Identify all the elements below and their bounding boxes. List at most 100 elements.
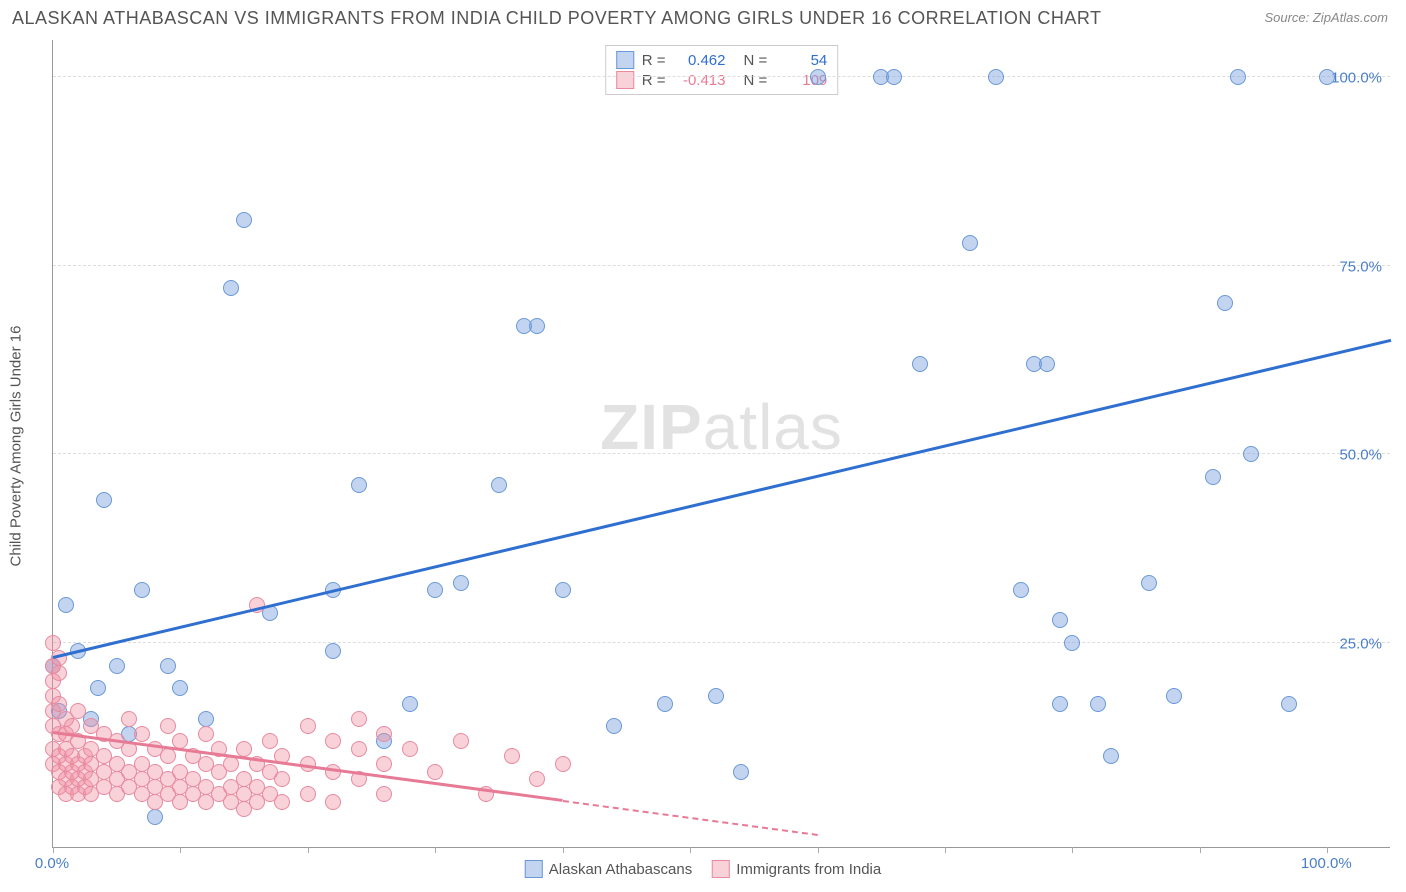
data-point bbox=[64, 718, 80, 734]
x-tick bbox=[818, 847, 819, 853]
x-tick bbox=[1072, 847, 1073, 853]
data-point bbox=[147, 809, 163, 825]
y-tick-label: 50.0% bbox=[1339, 447, 1382, 464]
legend-label: Immigrants from India bbox=[736, 861, 881, 878]
x-tick bbox=[53, 847, 54, 853]
data-point bbox=[51, 665, 67, 681]
trend-line-dashed bbox=[563, 800, 818, 836]
data-point bbox=[223, 756, 239, 772]
data-point bbox=[988, 69, 1004, 85]
data-point bbox=[325, 733, 341, 749]
stat-r-value: -0.413 bbox=[674, 72, 726, 89]
data-point bbox=[453, 575, 469, 591]
y-tick-label: 100.0% bbox=[1331, 69, 1382, 86]
data-point bbox=[274, 771, 290, 787]
data-point bbox=[134, 726, 150, 742]
data-point bbox=[1230, 69, 1246, 85]
data-point bbox=[351, 711, 367, 727]
data-point bbox=[733, 764, 749, 780]
data-point bbox=[810, 69, 826, 85]
data-point bbox=[51, 696, 67, 712]
stat-r-label: R = bbox=[642, 72, 666, 89]
data-point bbox=[198, 726, 214, 742]
legend-swatch bbox=[525, 860, 543, 878]
data-point bbox=[300, 786, 316, 802]
data-point bbox=[236, 741, 252, 757]
stat-r-value: 0.462 bbox=[674, 52, 726, 69]
data-point bbox=[1141, 575, 1157, 591]
data-point bbox=[1039, 356, 1055, 372]
data-point bbox=[427, 764, 443, 780]
gridline bbox=[53, 642, 1390, 643]
chart-title: ALASKAN ATHABASCAN VS IMMIGRANTS FROM IN… bbox=[12, 8, 1102, 29]
trend-line bbox=[53, 339, 1392, 659]
data-point bbox=[198, 711, 214, 727]
x-tick-label: 0.0% bbox=[35, 855, 69, 872]
data-point bbox=[58, 597, 74, 613]
x-tick-label: 100.0% bbox=[1301, 855, 1352, 872]
data-point bbox=[96, 492, 112, 508]
stat-r-label: R = bbox=[642, 52, 666, 69]
data-point bbox=[453, 733, 469, 749]
data-point bbox=[351, 741, 367, 757]
legend-item: Immigrants from India bbox=[712, 860, 881, 878]
data-point bbox=[45, 635, 61, 651]
gridline bbox=[53, 76, 1390, 77]
data-point bbox=[1090, 696, 1106, 712]
x-tick bbox=[690, 847, 691, 853]
plot-area: ZIPatlas R =0.462N =54R =-0.413N =109 25… bbox=[52, 40, 1390, 848]
data-point bbox=[1205, 469, 1221, 485]
stat-n-label: N = bbox=[744, 52, 768, 69]
x-tick bbox=[308, 847, 309, 853]
data-point bbox=[962, 235, 978, 251]
data-point bbox=[236, 212, 252, 228]
legend-swatch bbox=[616, 51, 634, 69]
x-tick bbox=[1327, 847, 1328, 853]
data-point bbox=[1281, 696, 1297, 712]
data-point bbox=[223, 280, 239, 296]
data-point bbox=[376, 756, 392, 772]
data-point bbox=[1319, 69, 1335, 85]
data-point bbox=[325, 794, 341, 810]
data-point bbox=[376, 786, 392, 802]
data-point bbox=[708, 688, 724, 704]
gridline bbox=[53, 453, 1390, 454]
data-point bbox=[657, 696, 673, 712]
legend-swatch bbox=[712, 860, 730, 878]
data-point bbox=[160, 658, 176, 674]
data-point bbox=[262, 733, 278, 749]
data-point bbox=[274, 794, 290, 810]
data-point bbox=[376, 726, 392, 742]
legend-stat-row: R = 0.462 N = 54 bbox=[616, 50, 828, 70]
stat-n-label: N = bbox=[744, 72, 768, 89]
legend-label: Alaskan Athabascans bbox=[549, 861, 692, 878]
x-tick bbox=[945, 847, 946, 853]
data-point bbox=[160, 748, 176, 764]
data-point bbox=[172, 680, 188, 696]
data-point bbox=[160, 718, 176, 734]
data-point bbox=[70, 703, 86, 719]
data-point bbox=[529, 771, 545, 787]
data-point bbox=[1052, 612, 1068, 628]
legend-item: Alaskan Athabascans bbox=[525, 860, 692, 878]
x-tick bbox=[435, 847, 436, 853]
data-point bbox=[121, 711, 137, 727]
data-point bbox=[109, 658, 125, 674]
data-point bbox=[912, 356, 928, 372]
data-point bbox=[886, 69, 902, 85]
x-tick bbox=[563, 847, 564, 853]
data-point bbox=[1243, 446, 1259, 462]
data-point bbox=[402, 696, 418, 712]
data-point bbox=[606, 718, 622, 734]
y-axis-label: Child Poverty Among Girls Under 16 bbox=[8, 326, 25, 567]
data-point bbox=[491, 477, 507, 493]
gridline bbox=[53, 265, 1390, 266]
x-tick bbox=[180, 847, 181, 853]
source-attribution: Source: ZipAtlas.com bbox=[1264, 10, 1388, 25]
stat-n-value: 54 bbox=[775, 52, 827, 69]
legend-stat-row: R =-0.413N =109 bbox=[616, 70, 828, 90]
data-point bbox=[1217, 295, 1233, 311]
chart-container: ALASKAN ATHABASCAN VS IMMIGRANTS FROM IN… bbox=[0, 0, 1406, 892]
data-point bbox=[1064, 635, 1080, 651]
data-point bbox=[1166, 688, 1182, 704]
